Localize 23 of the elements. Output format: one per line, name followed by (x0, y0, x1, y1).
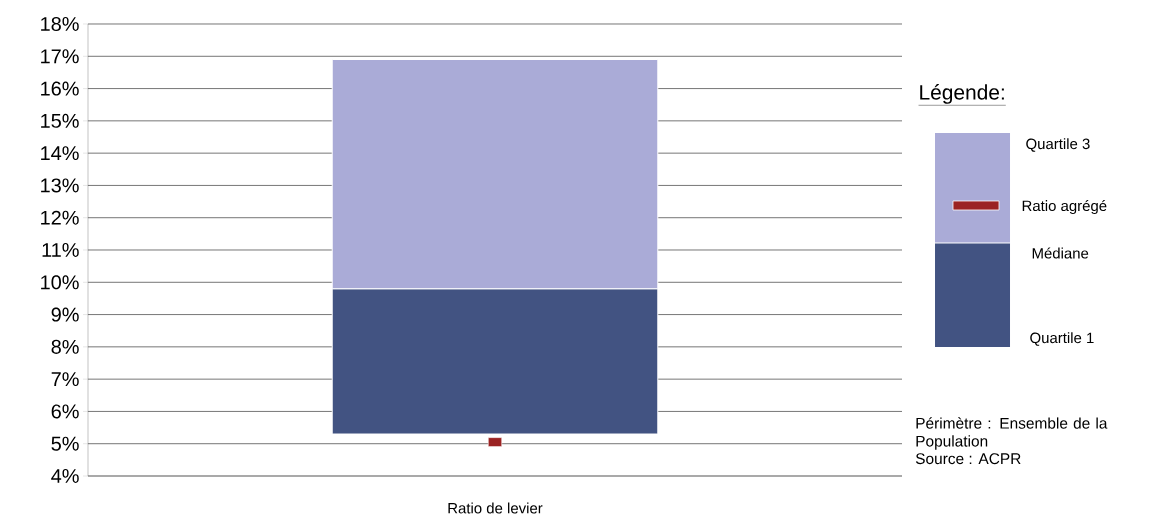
y-tick-label: 5% (51, 436, 79, 451)
text: Médiane (1032, 247, 1089, 259)
legend-label: Ratio agrégé (1022, 199, 1107, 215)
y-tick-label: 17% (41, 49, 79, 64)
y-tick-label: 16% (41, 81, 79, 96)
y-tick-label: 10% (41, 275, 79, 290)
y-tick-label: 14% (41, 146, 79, 161)
y-tick-label: 9% (51, 307, 79, 322)
text: Quartile 1 (1030, 332, 1094, 346)
y-tick-label: 7% (51, 372, 79, 387)
y-tick-label: 4% (51, 469, 79, 483)
y-tick-label: 13% (41, 178, 79, 193)
legend-title: Légende: (920, 84, 1004, 104)
y-tick-label: 15% (41, 113, 79, 128)
y-tick-label: 6% (51, 404, 79, 419)
y-tick-label: 18% (41, 16, 79, 32)
y-tick-label: 11% (42, 243, 79, 257)
x-tick-label: Ratio de levier (448, 502, 543, 514)
text: Quartile 3 (1026, 138, 1090, 152)
y-tick-label: 8% (51, 339, 79, 354)
source-note: Source : ACPR (915, 453, 1021, 465)
y-tick-label: 12% (41, 210, 79, 225)
text: Périmètre : Ensemble de la Population (916, 417, 1108, 450)
